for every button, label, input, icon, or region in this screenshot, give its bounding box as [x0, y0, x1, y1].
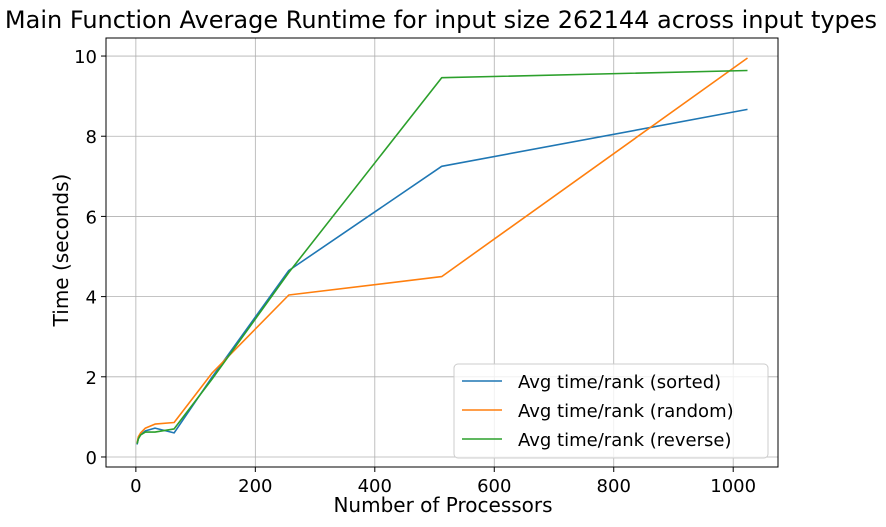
legend-label: Avg time/rank (reverse) [518, 430, 731, 451]
x-tick-label: 200 [238, 476, 272, 497]
x-tick-label: 400 [358, 476, 392, 497]
y-tick-label: 6 [86, 207, 97, 228]
plot-area-frame [105, 37, 779, 468]
legend: Avg time/rank (sorted) Avg time/rank (ran… [453, 363, 769, 459]
y-tick-label: 2 [86, 368, 97, 389]
series-line-2 [136, 57, 748, 444]
axis-ticks: 0 200 400 600 800 1000 0 2 4 6 8 10 [74, 47, 756, 497]
series-lines [136, 57, 748, 445]
x-axis-label: Number of Processors [333, 493, 552, 517]
x-tick-label: 1000 [710, 476, 756, 497]
y-tick-label: 8 [86, 127, 97, 148]
x-tick-label: 600 [477, 476, 511, 497]
series-line-3 [136, 69, 748, 444]
y-tick-label: 0 [86, 448, 97, 469]
legend-label: Avg time/rank (sorted) [518, 372, 721, 393]
x-tick-label: 800 [597, 476, 631, 497]
chart-title: Main Function Average Runtime for input … [5, 6, 877, 34]
legend-label: Avg time/rank (random) [518, 401, 734, 422]
y-tick-label: 4 [86, 288, 97, 309]
x-tick-label: 0 [130, 476, 141, 497]
legend-box [453, 363, 769, 459]
y-tick-label: 10 [74, 47, 97, 68]
y-axis-label: Time (seconds) [49, 174, 73, 328]
grid [106, 38, 778, 467]
